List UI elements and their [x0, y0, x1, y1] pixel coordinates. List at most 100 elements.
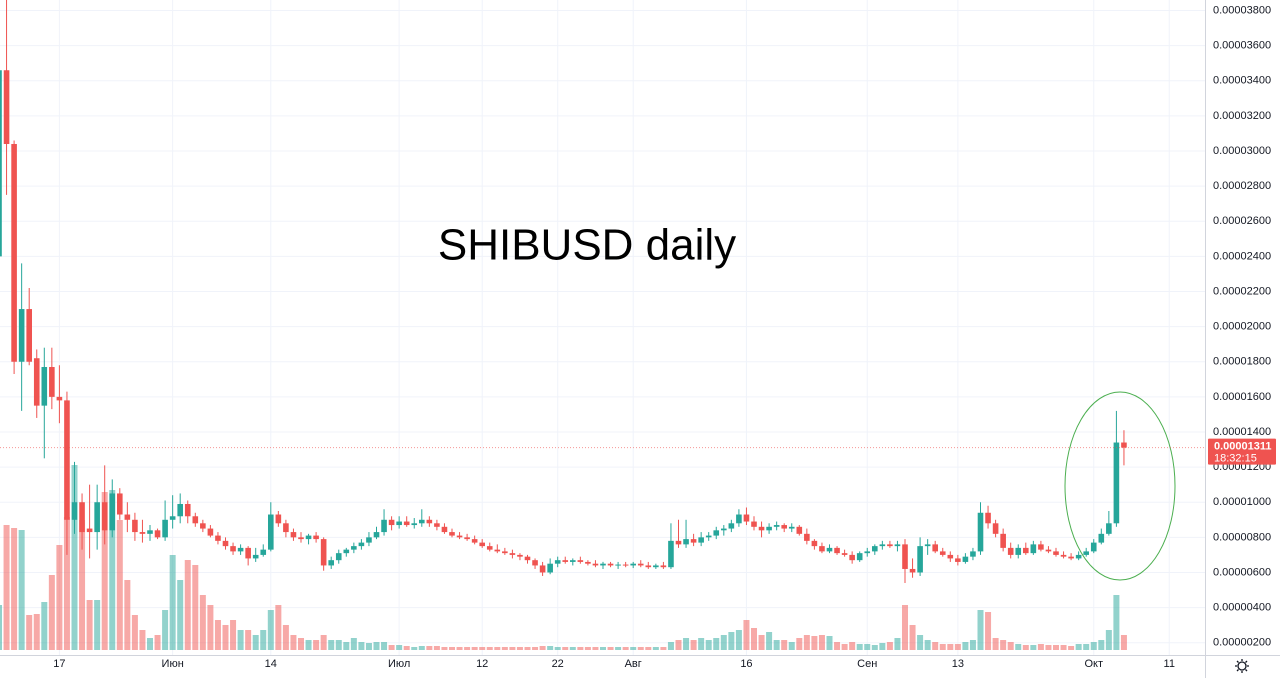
volume-bar — [33, 614, 40, 650]
candle-body — [320, 539, 327, 566]
volume-bar — [909, 625, 916, 650]
volume-bar — [977, 610, 984, 650]
volume-bar — [622, 647, 629, 650]
candle-body — [1023, 547, 1029, 554]
candle-body — [56, 396, 63, 401]
candle-body — [434, 523, 440, 527]
volume-bar — [871, 645, 878, 650]
settings-icon-teeth[interactable] — [1235, 659, 1249, 673]
candle-body — [675, 540, 682, 545]
candle-body — [426, 519, 433, 524]
candle-body — [970, 551, 976, 557]
settings-button[interactable] — [1235, 659, 1249, 673]
volume-bar — [645, 647, 652, 650]
candle-body — [154, 530, 161, 538]
candle-body — [607, 563, 614, 566]
y-tick-label: 0.00000600 — [1213, 566, 1271, 578]
candle-body — [1000, 533, 1006, 548]
volume-bar — [849, 642, 856, 650]
volume-bar — [464, 647, 471, 650]
volume-bar — [796, 638, 803, 650]
volume-bar — [252, 635, 259, 650]
volume-bar — [388, 645, 395, 650]
volume-bar — [403, 646, 410, 650]
volume-bar — [592, 647, 599, 650]
volume-bar — [343, 642, 350, 650]
volume-bar — [109, 490, 116, 650]
volume-bar — [803, 635, 810, 650]
volume-bar — [207, 605, 214, 650]
volume-bar — [675, 640, 682, 650]
y-tick-label: 0.00003200 — [1213, 110, 1271, 122]
volume-bar — [328, 640, 335, 650]
axes: 0.00000200 0.00000400 0.00000600 0.00000800… — [0, 4, 1276, 670]
volume-bar — [554, 647, 561, 650]
candle-body — [849, 554, 855, 561]
y-tick-label: 0.00000800 — [1213, 531, 1271, 543]
y-tick-label: 0.00001000 — [1213, 496, 1271, 508]
candle-body — [479, 542, 485, 547]
candle-body — [366, 537, 372, 543]
volume-bar — [426, 646, 433, 650]
volume-bar — [735, 630, 742, 650]
volume-bar — [26, 615, 33, 650]
y-tick-label: 0.00002000 — [1213, 321, 1271, 333]
candle-body — [1030, 544, 1037, 554]
volume-bar — [1045, 645, 1052, 650]
candle-body — [524, 556, 531, 561]
volume-layer — [0, 465, 1127, 650]
volume-bar — [11, 528, 18, 650]
candle-body — [335, 553, 342, 561]
candle-body — [645, 565, 652, 568]
candle-body — [79, 502, 85, 533]
y-tick-label: 0.00000400 — [1213, 601, 1271, 613]
candle-body — [872, 546, 878, 552]
candle-body — [713, 530, 720, 536]
x-tick-label: 22 — [552, 658, 564, 670]
candle-body — [743, 514, 750, 522]
volume-bar — [358, 642, 365, 650]
volume-bar — [788, 642, 795, 650]
candle-body — [841, 553, 848, 555]
volume-bar — [245, 630, 252, 650]
volume-bar — [577, 647, 584, 650]
volume-bar — [683, 638, 690, 650]
volume-bar — [826, 636, 833, 650]
x-tick-label: 17 — [53, 658, 65, 670]
candle-body — [939, 551, 946, 555]
volume-bar — [630, 647, 637, 650]
candle-body — [1053, 551, 1059, 555]
volume-bar — [1090, 642, 1097, 650]
volume-bar — [818, 635, 825, 650]
settings-icon[interactable] — [1237, 661, 1247, 671]
candle-body — [690, 539, 697, 543]
candle-body — [1090, 542, 1097, 552]
volume-bar — [524, 647, 531, 650]
candle-body — [539, 565, 546, 573]
candle-body — [653, 565, 659, 568]
volume-bar — [199, 595, 206, 650]
x-tick-label: 11 — [1164, 658, 1175, 670]
volume-bar — [1030, 645, 1037, 650]
volume-bar — [320, 635, 327, 650]
volume-bar — [192, 565, 199, 650]
volume-bar — [924, 640, 931, 650]
volume-bar — [1098, 640, 1105, 650]
volume-bar — [282, 625, 289, 650]
volume-bar — [985, 612, 992, 650]
candle-body — [381, 519, 387, 533]
candle-body — [1098, 533, 1105, 543]
volume-bar — [637, 647, 644, 650]
candle-body — [71, 502, 78, 520]
candle-body — [811, 540, 818, 547]
volume-bar — [433, 646, 440, 650]
volume-bar — [154, 635, 161, 650]
candle-body — [86, 528, 93, 533]
x-tick-label: 13 — [952, 658, 964, 670]
candle-body — [955, 558, 961, 562]
candle-body — [1121, 442, 1127, 448]
volume-bar — [116, 520, 123, 650]
candle-body — [502, 551, 508, 554]
candle-body — [1015, 547, 1022, 555]
volume-bar — [932, 642, 939, 650]
